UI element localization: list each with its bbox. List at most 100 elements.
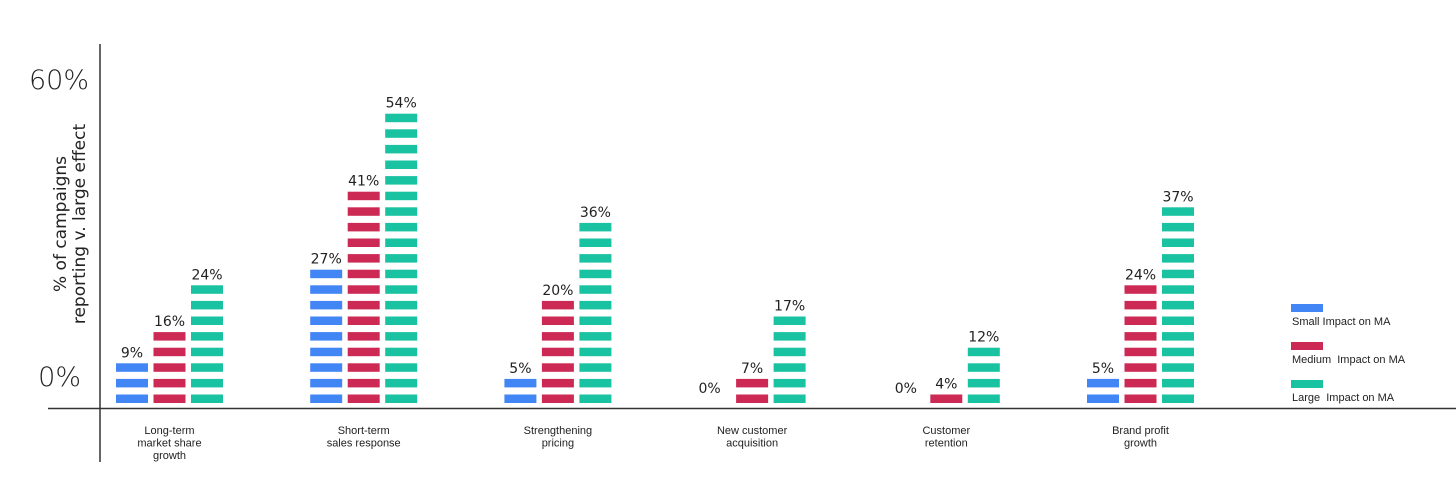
category-label-2: Short-term sales response [327,425,401,450]
value-label-1-1: 9% [121,345,143,361]
bar-dash [385,191,418,201]
value-label-2-1: 27% [311,252,342,268]
bar-dash [347,222,380,232]
bar-5-2 [930,394,963,403]
bar-dash [773,316,806,325]
bar-dash [1124,378,1157,388]
bar-dash [1162,238,1194,247]
bar-dash [310,363,343,372]
bar-dash [385,347,418,357]
bar-5-3 [967,347,1000,403]
bar-dash [1162,394,1194,403]
bar-dash [385,316,418,325]
value-label-1-2: 16% [154,314,185,330]
bar-dash [504,378,537,388]
bar-dash [310,316,343,325]
bar-dash [579,222,612,232]
bar-dash [1162,378,1194,388]
bar-dash [1162,254,1194,263]
bar-dash [191,394,223,403]
bar-dash [541,347,574,357]
bar-dash [385,300,418,310]
axes [48,44,1456,462]
bar-dash [347,285,380,294]
value-label-4-1: 0% [698,381,720,397]
bar-dash [541,378,574,388]
bar-dash [385,144,418,154]
value-label-4-3: 17% [774,299,805,315]
bar-dash [773,363,806,372]
bar-dash [347,332,380,341]
bar-dash [1162,207,1194,216]
bar-dash [541,363,574,372]
bar-dash [1162,316,1194,325]
bar-dash [310,394,343,403]
bar-dash [579,347,612,357]
bar-dash [153,347,186,357]
bar-dash [310,300,343,310]
y-axis-title: % of campaigns reporting v. large effect [51,124,90,325]
bar-dash [1162,285,1194,294]
bar-dash [385,269,418,279]
bar-dash [1162,269,1194,279]
bar-dash [1087,394,1119,403]
bar-dash [385,254,418,263]
bar-dash [1124,347,1157,357]
bar-dash [347,316,380,325]
category-label-5: Customer retention [922,425,970,450]
value-label-2-2: 41% [348,174,379,190]
bar-dash [579,285,612,294]
bar-dash [347,191,380,201]
bar-1-3 [191,285,223,403]
bar-dash [1162,222,1194,232]
bar-dash [310,285,343,294]
bar-dash [153,394,186,403]
bar-dash [1124,332,1157,341]
bar-dash [579,394,612,403]
bar-dash [385,222,418,232]
value-label-5-3: 12% [968,330,999,346]
value-label-5-2: 4% [935,377,957,393]
bar-6-1 [1087,378,1119,403]
bar-dash [385,378,418,388]
category-label-3: Strengthening pricing [524,425,593,450]
value-label-6-1: 5% [1092,361,1114,377]
bar-2-2 [347,191,380,403]
bar-dash [385,394,418,403]
bar-dash [191,285,223,294]
bar-dash [191,316,223,325]
bar-6-2 [1124,285,1157,403]
value-label-6-3: 37% [1162,189,1193,205]
bar-dash [1124,300,1157,310]
bar-dash [385,207,418,216]
bar-dash [967,347,1000,357]
bar-dash [385,238,418,247]
bar-dash [347,363,380,372]
bar-dash [773,332,806,341]
bar-dash [579,332,612,341]
bar-dash [967,378,1000,388]
value-labels: 9% 16% 24% 27% 41% 54% 5% 20% 36% 0% 7% 17% 0% 4% 12% 5… [121,96,1194,397]
value-label-3-3: 36% [580,205,611,221]
bar-dash [967,394,1000,403]
bar-dash [191,363,223,372]
bar-4-3 [773,316,806,403]
value-label-2-3: 54% [386,96,417,112]
legend-item-1: Small Impact on MA [1291,304,1391,328]
bar-dash [1087,378,1119,388]
bar-dash [385,363,418,372]
bar-dash [1124,316,1157,325]
bar-dash [191,300,223,310]
bar-dash [347,207,380,216]
bar-dash [579,363,612,372]
bars [116,113,1194,403]
legend-label: Large Impact on MA [1292,392,1395,404]
value-label-5-1: 0% [895,381,917,397]
bar-dash [385,129,418,138]
bar-dash [579,254,612,263]
legend-swatch [1291,380,1323,388]
bar-3-3 [579,222,612,403]
legend-item-3: Large Impact on MA [1291,380,1395,404]
bar-1-2 [153,332,186,403]
bar-6-3 [1162,207,1194,403]
